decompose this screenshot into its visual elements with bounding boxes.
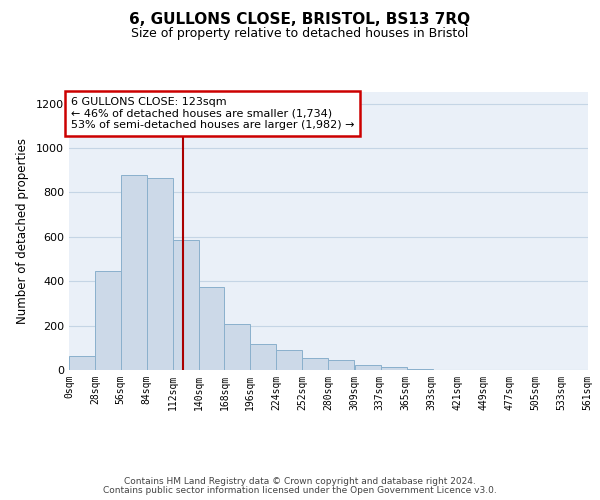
Text: Contains public sector information licensed under the Open Government Licence v3: Contains public sector information licen… [103, 486, 497, 495]
Text: 6, GULLONS CLOSE, BRISTOL, BS13 7RQ: 6, GULLONS CLOSE, BRISTOL, BS13 7RQ [130, 12, 470, 28]
Bar [276, 350, 302, 370]
Bar [381, 366, 407, 370]
Bar [121, 174, 147, 370]
Bar [173, 240, 199, 370]
Text: 6 GULLONS CLOSE: 123sqm
← 46% of detached houses are smaller (1,734)
53% of semi: 6 GULLONS CLOSE: 123sqm ← 46% of detache… [71, 97, 355, 130]
Bar [199, 286, 224, 370]
Bar [302, 358, 328, 370]
Bar [407, 369, 433, 370]
Text: Size of property relative to detached houses in Bristol: Size of property relative to detached ho… [131, 28, 469, 40]
Bar [95, 271, 121, 370]
Bar [69, 356, 95, 370]
Bar [147, 178, 173, 370]
Bar [250, 344, 276, 370]
Bar [328, 360, 354, 370]
Text: Contains HM Land Registry data © Crown copyright and database right 2024.: Contains HM Land Registry data © Crown c… [124, 477, 476, 486]
Y-axis label: Number of detached properties: Number of detached properties [16, 138, 29, 324]
Bar [224, 324, 250, 370]
Bar [355, 365, 381, 370]
